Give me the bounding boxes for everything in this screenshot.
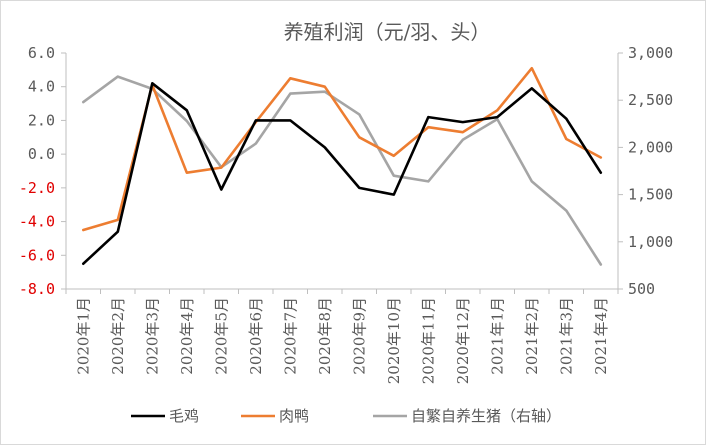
x-tick-label: 2020年8月 [316, 297, 334, 375]
y-right-tick-label: 2,000 [628, 138, 673, 156]
x-tick-label: 2020年11月 [419, 297, 437, 384]
y-left-tick-label: -4.0 [19, 213, 55, 231]
legend: 毛鸡 肉鸭 自繁自养生猪（右轴） [131, 407, 561, 425]
x-tick-label: 2020年10月 [385, 297, 403, 384]
y-right-tick-label: 2,500 [628, 91, 673, 109]
x-tick-label: 2020年3月 [143, 297, 161, 375]
y-right-tick-label: 3,000 [628, 44, 673, 62]
x-tick-label: 2020年1月 [74, 297, 92, 375]
y-right-tick-label: 500 [628, 280, 655, 298]
x-tick-label: 2020年9月 [350, 297, 368, 375]
y-left-tick-label: 2.0 [28, 111, 55, 129]
x-tick-label: 2021年3月 [557, 297, 575, 375]
legend-label-2: 自繁自养生猪（右轴） [411, 407, 561, 425]
chart-title: 养殖利润（元/羽、头） [284, 20, 491, 44]
series-line-2 [82, 75, 603, 266]
x-tick-label: 2020年4月 [178, 297, 196, 375]
y-left-tick-label: 0.0 [28, 145, 55, 163]
series-line-0 [82, 82, 603, 266]
y-right-tick-label: 1,000 [628, 233, 673, 251]
y-left-tick-label: -2.0 [19, 179, 55, 197]
x-tick-label: 2020年12月 [454, 297, 472, 384]
x-tick-label: 2020年6月 [247, 297, 265, 375]
y-right-tick-label: 1,500 [628, 186, 673, 204]
x-tick-label: 2020年7月 [281, 297, 299, 375]
series-line-1 [82, 66, 603, 232]
x-tick-label: 2021年2月 [523, 297, 541, 375]
y-left-tick-label: 6.0 [28, 44, 55, 62]
y-left-tick-label: 4.0 [28, 78, 55, 96]
x-tick-label: 2020年5月 [212, 297, 230, 375]
legend-label-0: 毛鸡 [169, 407, 199, 425]
x-tick-label: 2021年4月 [592, 297, 610, 375]
x-tick-label: 2020年2月 [109, 297, 127, 375]
y-left-tick-label: -8.0 [19, 280, 55, 298]
y-left-tick-label: -6.0 [19, 246, 55, 264]
x-tick-label: 2021年1月 [488, 297, 506, 375]
plot-area: 6.0 4.0 2.0 0.0 -2.0 -4.0 -6.0 -8.0 3,000 2,500 2,… [19, 44, 673, 384]
legend-label-1: 肉鸭 [279, 407, 309, 425]
